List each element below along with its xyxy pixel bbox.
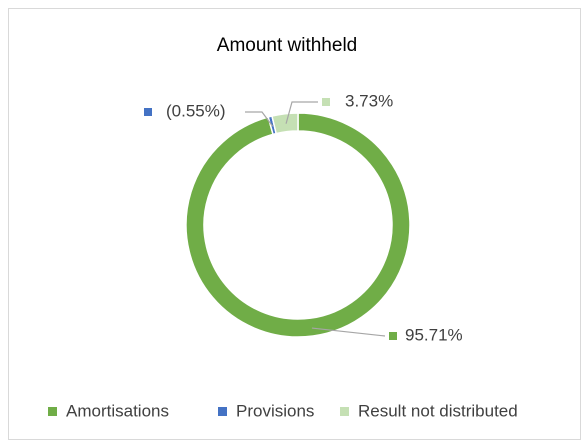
legend-label: Amortisations bbox=[66, 401, 169, 420]
label-swatch bbox=[389, 332, 397, 340]
donut-slice bbox=[185, 112, 411, 338]
legend-swatch bbox=[340, 407, 349, 416]
label-swatch bbox=[144, 108, 152, 116]
leader-line bbox=[285, 101, 318, 124]
chart-title: Amount withheld bbox=[217, 35, 357, 56]
leader-line bbox=[311, 327, 386, 337]
legend-swatch bbox=[218, 407, 227, 416]
label-swatch bbox=[322, 98, 330, 106]
data-label: (0.55%) bbox=[166, 101, 226, 120]
data-label: 95.71% bbox=[405, 325, 463, 344]
data-label: 3.73% bbox=[345, 91, 393, 110]
legend-swatch bbox=[48, 407, 57, 416]
chart-area bbox=[8, 8, 581, 440]
leader-line bbox=[245, 111, 274, 127]
donut-slice bbox=[271, 112, 299, 135]
legend-label: Result not distributed bbox=[358, 401, 518, 420]
legend-label: Provisions bbox=[236, 401, 314, 420]
